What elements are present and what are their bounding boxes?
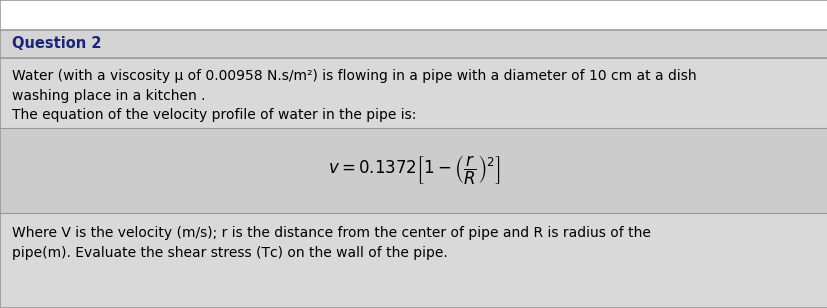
Bar bbox=[0, 128, 827, 213]
Text: washing place in a kitchen .: washing place in a kitchen . bbox=[12, 89, 205, 103]
Bar bbox=[0, 58, 827, 308]
Text: pipe(m). Evaluate the shear stress (Tᴄ) on the wall of the pipe.: pipe(m). Evaluate the shear stress (Tᴄ) … bbox=[12, 246, 447, 260]
Text: Water (with a viscosity μ of 0.00958 N.s/m²) is flowing in a pipe with a diamete: Water (with a viscosity μ of 0.00958 N.s… bbox=[12, 69, 696, 83]
Bar bbox=[0, 30, 827, 58]
Bar bbox=[0, 0, 827, 30]
Text: $v = 0.1372\left[1 - \left(\dfrac{r}{R}\right)^{2}\right]$: $v = 0.1372\left[1 - \left(\dfrac{r}{R}\… bbox=[327, 154, 500, 187]
Text: The equation of the velocity profile of water in the pipe is:: The equation of the velocity profile of … bbox=[12, 108, 416, 122]
Text: Where V is the velocity (m/s); r is the distance from the center of pipe and R i: Where V is the velocity (m/s); r is the … bbox=[12, 226, 650, 240]
Text: Question 2: Question 2 bbox=[12, 37, 102, 51]
